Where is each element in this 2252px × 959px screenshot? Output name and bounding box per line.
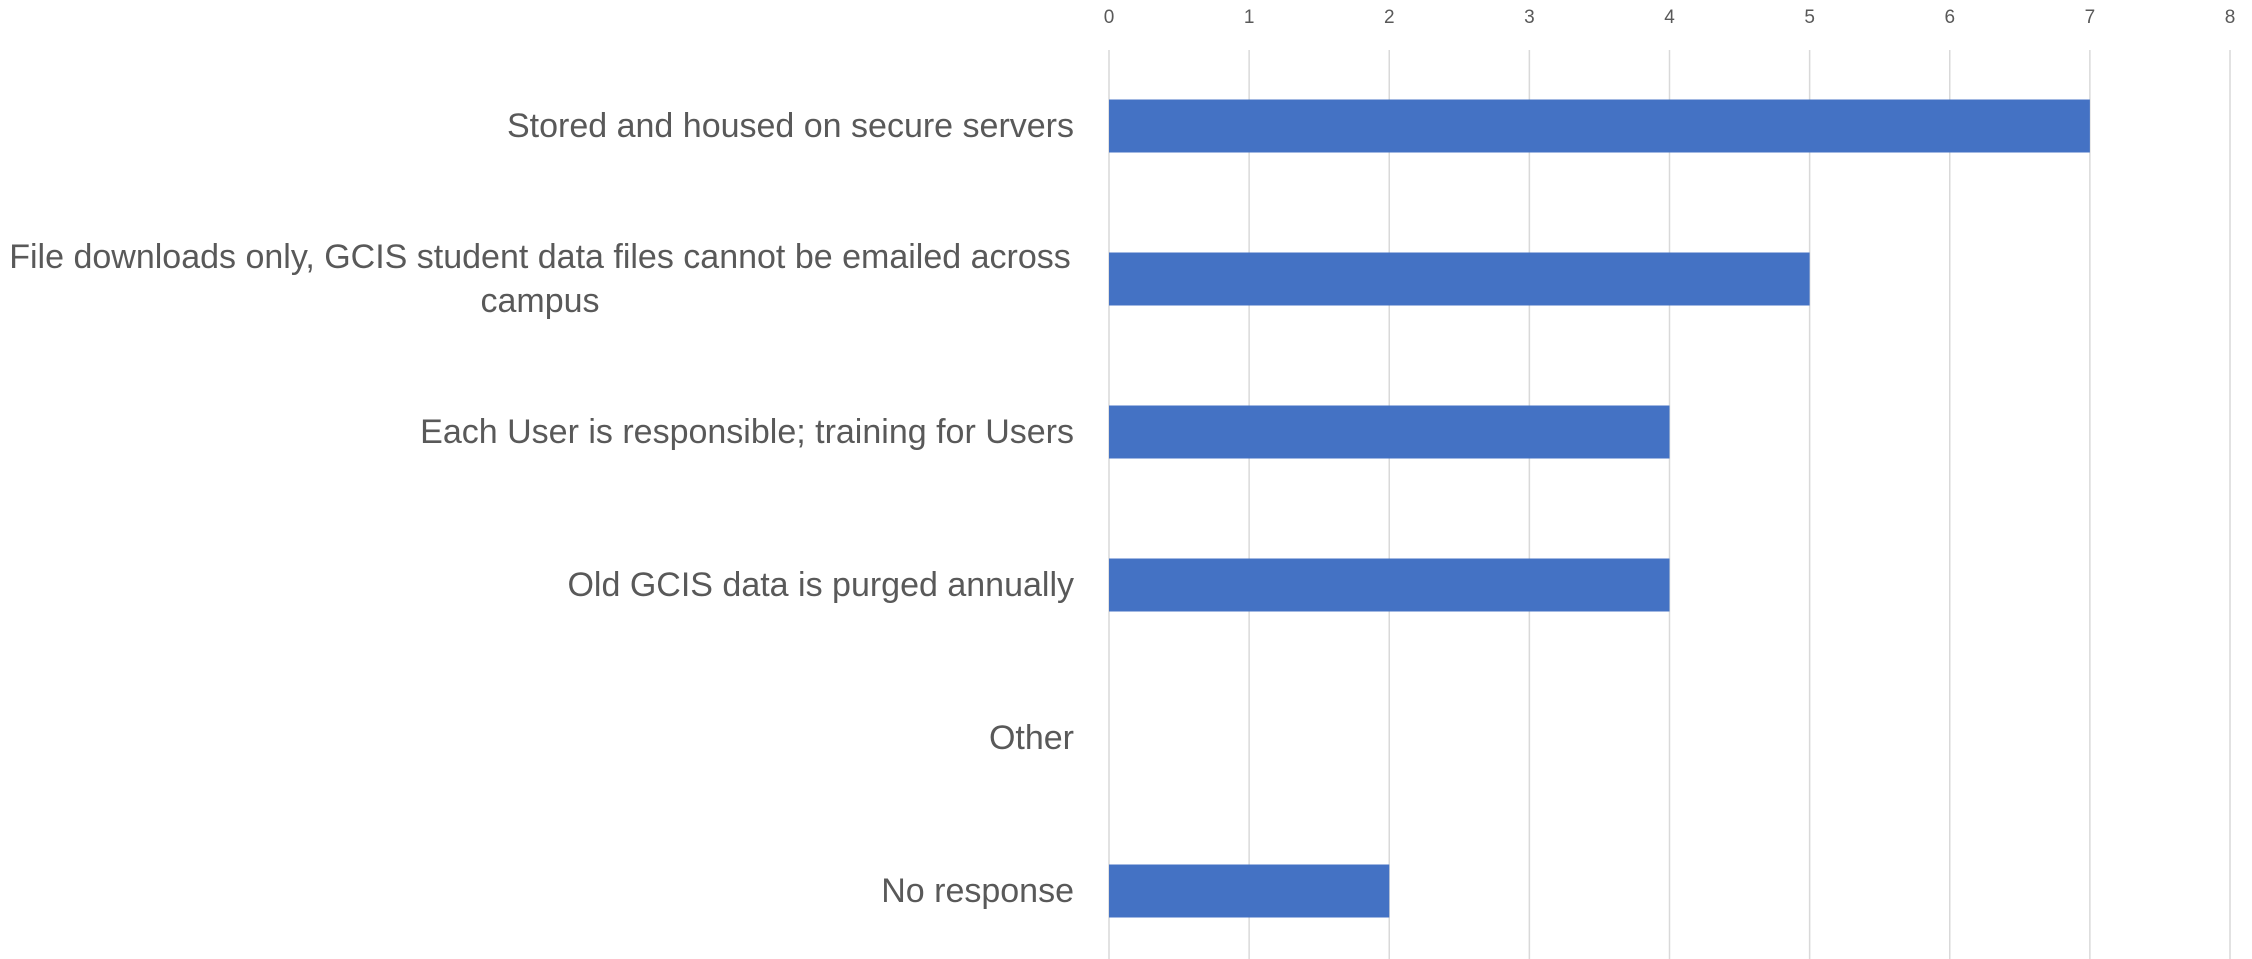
x-tick-label: 8 [2225, 7, 2236, 28]
category-label: No response [881, 872, 1074, 910]
x-tick-label: 6 [1944, 7, 1955, 28]
category-label-row: Old GCIS data is purged annually [0, 563, 1074, 607]
x-tick-label: 4 [1664, 7, 1675, 28]
category-label-row: No response [0, 869, 1074, 913]
x-tick-label: 1 [1244, 7, 1255, 28]
category-label: Old GCIS data is purged annually [567, 566, 1074, 604]
x-tick-label: 0 [1104, 7, 1115, 28]
category-label-row: Each User is responsible; training for U… [0, 410, 1074, 454]
x-tick-label: 7 [2085, 7, 2096, 28]
category-label-row: Other [0, 716, 1074, 760]
category-label-row: File downloads only, GCIS student data f… [0, 235, 1074, 323]
category-label-row: Stored and housed on secure servers [0, 104, 1074, 148]
category-label: File downloads only, GCIS student data f… [9, 238, 1071, 320]
category-label: Stored and housed on secure servers [506, 107, 1074, 145]
bar [1109, 558, 1670, 612]
bar [1109, 252, 1810, 306]
bar [1109, 405, 1670, 459]
category-label: Other [988, 719, 1074, 757]
category-label: Each User is responsible; training for U… [420, 413, 1074, 451]
x-tick-label: 5 [1804, 7, 1815, 28]
bar [1109, 864, 1390, 918]
bar [1109, 99, 2090, 153]
x-tick-label: 3 [1524, 7, 1535, 28]
x-tick-label: 2 [1384, 7, 1395, 28]
